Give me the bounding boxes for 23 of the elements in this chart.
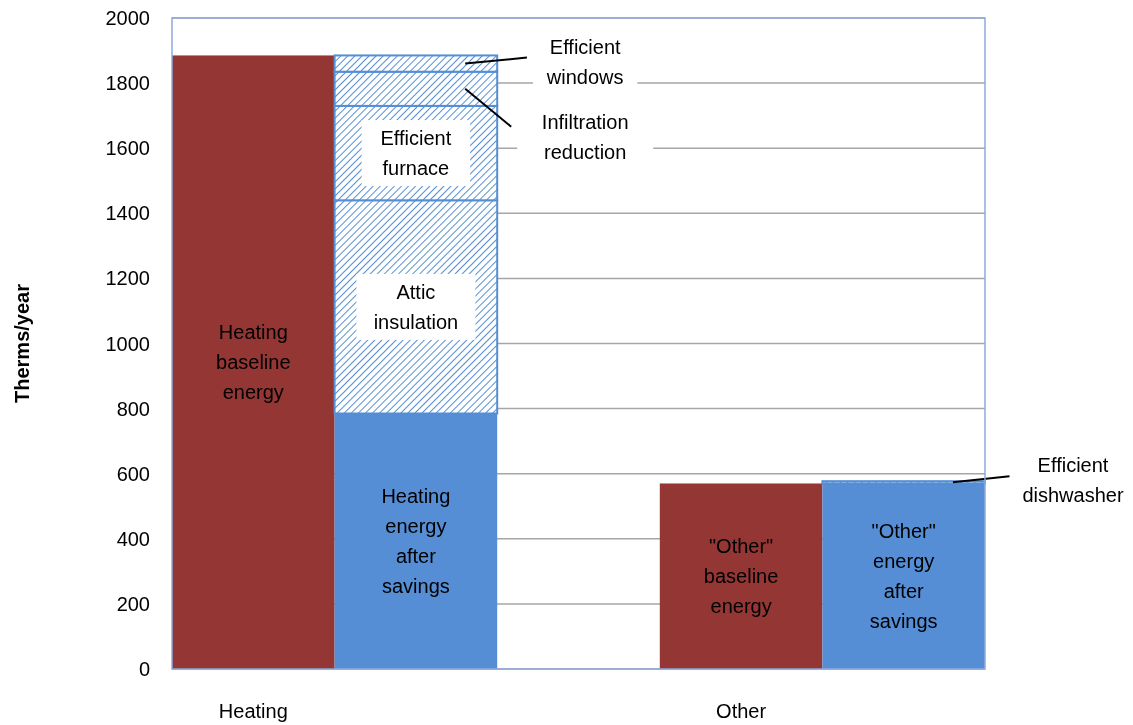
y-tick-label: 600: [116, 462, 150, 485]
y-tick-label: 1000: [105, 332, 150, 355]
y-tick-label: 400: [116, 527, 150, 550]
series-label: Heating energy after savings: [381, 485, 451, 598]
y-tick-label: 1800: [105, 72, 150, 95]
y-tick-label: 0: [138, 658, 150, 680]
series-label: Efficient dishwasher: [1022, 454, 1124, 507]
y-axis-title: Therms/year: [11, 283, 33, 403]
series-label: "Other" baseline energy: [703, 535, 779, 618]
series-label: "Other" energy after savings: [869, 520, 938, 633]
y-tick-label: 800: [116, 397, 150, 420]
y-tick-label: 200: [116, 592, 150, 615]
y-tick-label: 1200: [105, 267, 150, 290]
series-label: Heating baseline energy: [216, 321, 291, 404]
y-tick-label: 1400: [105, 202, 150, 225]
y-tick-label: 2000: [105, 7, 150, 29]
text: Efficient windows: [545, 35, 624, 88]
x-tick-label: Other: [716, 700, 767, 722]
x-tick-label: Heating: [218, 700, 288, 722]
text: Infiltration reduction: [541, 110, 629, 163]
series-label: Efficient furnace: [380, 127, 452, 180]
series-label: Attic insulation: [373, 280, 459, 333]
y-tick-label: 1600: [105, 137, 150, 160]
